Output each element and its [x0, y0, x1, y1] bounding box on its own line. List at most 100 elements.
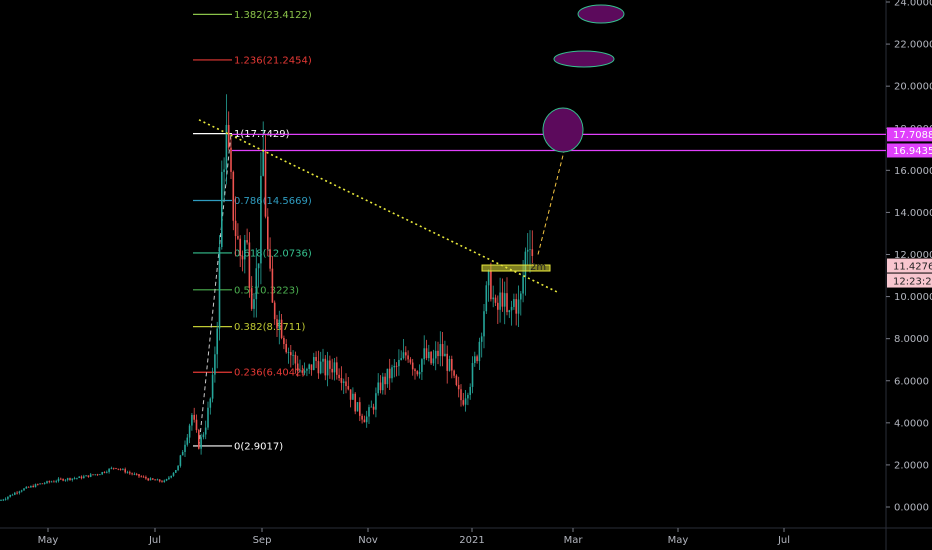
- candle-body: [152, 478, 154, 480]
- drawing-overlays[interactable]: 2m: [198, 4, 886, 294]
- candle-body: [423, 348, 425, 360]
- candle-body: [490, 271, 492, 300]
- candle-body: [223, 169, 225, 172]
- candle-body: [96, 474, 99, 476]
- candle-body: [34, 484, 37, 488]
- candle-body: [101, 472, 103, 475]
- annotation-box[interactable]: [481, 264, 551, 272]
- candle-body: [372, 406, 375, 410]
- candle-body: [172, 472, 175, 476]
- candle-body: [375, 393, 377, 410]
- candle-body: [444, 353, 446, 357]
- candle-body: [149, 478, 152, 481]
- candle-body: [529, 249, 531, 251]
- candle-body: [515, 299, 517, 314]
- candle-body: [55, 481, 57, 482]
- candle-body: [262, 150, 264, 176]
- fib-level-label: 0.382(8.5711): [234, 322, 306, 333]
- candle-body: [239, 238, 241, 257]
- candle-body: [4, 498, 7, 500]
- candle-body: [526, 249, 529, 252]
- x-tick-label: May: [668, 535, 689, 546]
- candle-body: [94, 474, 97, 476]
- candle-body: [280, 319, 283, 338]
- candle-body: [368, 407, 370, 417]
- candle-body: [365, 416, 368, 423]
- candle-body: [326, 360, 329, 376]
- candle-body: [133, 473, 136, 475]
- candle-body: [524, 251, 527, 277]
- y-tick-label: 4.0000: [894, 418, 929, 429]
- price-tag-label: 17.7088: [893, 130, 932, 141]
- candle-body: [99, 474, 101, 476]
- candle-body: [76, 477, 78, 479]
- y-tick-label: 0.0000: [894, 503, 929, 514]
- candle-body: [71, 478, 74, 480]
- candle-body: [418, 371, 421, 375]
- fib-level-label: 0(2.9017): [234, 441, 283, 452]
- candle-body: [361, 415, 363, 420]
- candle-body: [342, 381, 345, 383]
- candle-body: [308, 364, 310, 369]
- candle-body: [193, 414, 195, 420]
- candle-body: [131, 473, 133, 475]
- candle-body: [451, 359, 453, 371]
- candle-body: [103, 472, 106, 473]
- candle-body: [476, 356, 478, 362]
- candle-body: [299, 370, 301, 372]
- candle-body: [41, 483, 44, 485]
- projection-line[interactable]: [537, 151, 565, 255]
- candle-body: [244, 240, 246, 260]
- candle-body: [140, 476, 143, 478]
- target-ellipse-middle[interactable]: [553, 50, 615, 68]
- candle-body: [204, 427, 207, 435]
- candle-body: [467, 394, 469, 399]
- candle-body: [322, 358, 324, 362]
- candle-body: [126, 472, 129, 474]
- candle-body: [453, 370, 455, 376]
- candle-body: [457, 384, 460, 390]
- fib-level-label: 0.786(14.5669): [234, 196, 312, 207]
- candle-body: [506, 293, 508, 313]
- candle-body: [306, 368, 308, 371]
- candle-body: [198, 430, 200, 449]
- candle-body: [310, 364, 313, 371]
- candle-body: [147, 478, 149, 481]
- candle-body: [359, 402, 361, 416]
- candle-body: [499, 292, 501, 310]
- candle-body: [80, 476, 83, 479]
- candle-body: [446, 353, 448, 371]
- candle-body: [388, 368, 391, 379]
- candle-body: [331, 368, 333, 373]
- candle-body: [278, 319, 281, 329]
- candle-body: [39, 483, 41, 485]
- price-tag: [887, 127, 932, 142]
- candle-body: [85, 475, 87, 477]
- candle-body: [301, 370, 304, 373]
- candle-body: [430, 351, 432, 364]
- y-tick-label: 22.0000: [894, 40, 932, 51]
- target-ellipse-top[interactable]: [577, 4, 625, 24]
- current-price-tag: [887, 258, 932, 273]
- fib-level-label: 0.618(12.0736): [234, 248, 312, 259]
- candle-body: [14, 492, 16, 495]
- x-axis-ticks: May Jul Sep Nov 2021 Mar May Jul: [38, 528, 790, 546]
- candle-body: [414, 369, 416, 372]
- candle-body: [200, 437, 202, 449]
- candle-body: [425, 348, 428, 359]
- candle-body: [356, 402, 359, 412]
- candle-body: [230, 147, 232, 172]
- candle-body: [188, 425, 191, 438]
- target-circle[interactable]: [542, 107, 584, 153]
- candle-body: [142, 476, 145, 478]
- candle-body: [260, 175, 262, 264]
- candle-body: [73, 478, 76, 480]
- candle-body: [292, 354, 294, 356]
- candle-body: [69, 478, 71, 480]
- candle-body: [62, 478, 64, 481]
- candle-body: [497, 302, 499, 310]
- y-tick-label: 16.0000: [894, 166, 932, 177]
- trendline[interactable]: [198, 119, 559, 294]
- candle-body: [158, 479, 161, 482]
